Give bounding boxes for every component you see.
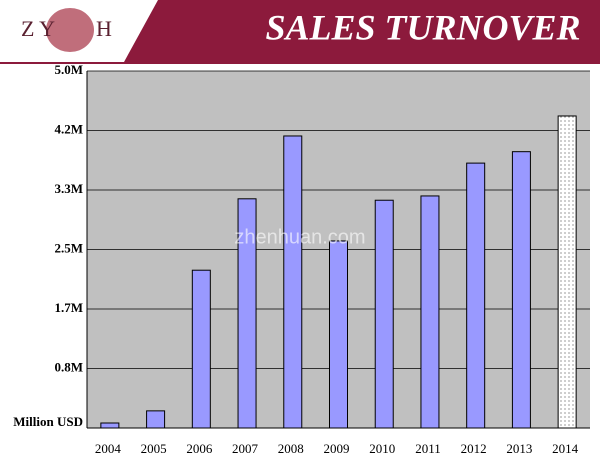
x-tick-label: 2009 xyxy=(324,441,350,456)
title-banner xyxy=(124,0,600,62)
y-tick-label: 1.7M xyxy=(54,300,83,315)
x-tick-label: 2013 xyxy=(506,441,532,456)
bars xyxy=(100,115,577,429)
y-tick-label: Million USD xyxy=(13,414,83,429)
bar xyxy=(146,410,166,429)
x-tick-label: 2008 xyxy=(278,441,304,456)
x-tick-label: 2010 xyxy=(369,441,395,456)
chart-title: SALES TURNOVER xyxy=(265,7,580,47)
logo-text: Z Y xyxy=(21,16,55,41)
bar xyxy=(511,151,531,429)
watermark: zhenhuan.com xyxy=(234,226,365,248)
bar xyxy=(100,422,120,429)
bar xyxy=(557,115,577,429)
bar xyxy=(283,135,303,429)
y-tick-label: 0.8M xyxy=(54,359,83,374)
y-tick-label: 3.3M xyxy=(54,181,83,196)
x-tick-label: 2007 xyxy=(232,441,259,456)
x-tick-label: 2005 xyxy=(141,441,167,456)
bar xyxy=(466,162,486,429)
x-tick-label: 2006 xyxy=(186,441,213,456)
x-tick-label: 2011 xyxy=(415,441,441,456)
bar xyxy=(329,240,348,429)
bar xyxy=(374,199,394,429)
bar xyxy=(420,195,440,429)
y-tick-label: 4.2M xyxy=(54,121,83,136)
logo-text: H xyxy=(96,16,112,41)
logo-globe xyxy=(46,8,94,52)
bar xyxy=(191,269,211,429)
x-tick-label: 2014 xyxy=(552,441,579,456)
y-tick-label: 5.0M xyxy=(54,62,83,77)
y-tick-label: 2.5M xyxy=(54,240,83,255)
x-tick-label: 2012 xyxy=(461,441,487,456)
x-tick-label: 2004 xyxy=(95,441,122,456)
